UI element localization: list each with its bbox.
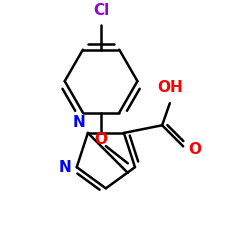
Text: N: N <box>72 115 85 130</box>
Text: N: N <box>58 160 71 175</box>
Text: Cl: Cl <box>93 3 109 18</box>
Text: OH: OH <box>157 80 183 95</box>
Text: O: O <box>188 142 201 157</box>
Text: O: O <box>94 132 108 147</box>
